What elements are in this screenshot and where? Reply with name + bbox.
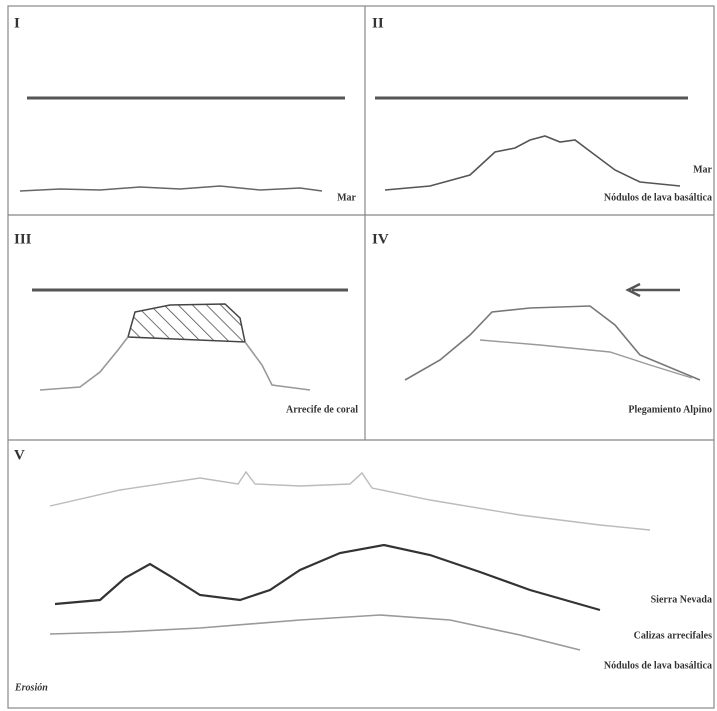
frames bbox=[7, 5, 715, 709]
ancient-profile bbox=[49, 470, 651, 531]
fold-outer bbox=[404, 305, 701, 381]
volcanic-mound bbox=[384, 135, 681, 191]
label: Nódulos de lava basáltica bbox=[604, 660, 712, 671]
label: Calizas arrecifales bbox=[634, 630, 713, 641]
sea-floor bbox=[39, 336, 311, 391]
panel-number: II bbox=[372, 15, 384, 31]
sea-floor bbox=[19, 185, 323, 192]
label: Sierra Nevada bbox=[651, 594, 712, 605]
arrow bbox=[625, 282, 680, 298]
fold-inner bbox=[479, 339, 693, 379]
outer-frame bbox=[7, 5, 715, 709]
coral-reef bbox=[127, 303, 246, 343]
panel-number: I bbox=[14, 15, 20, 31]
panel-number: III bbox=[14, 231, 32, 247]
panel-number: IV bbox=[372, 231, 389, 247]
label: Plegamiento Alpino bbox=[628, 404, 712, 415]
reef-limestone bbox=[49, 614, 581, 651]
label: Nódulos de lava basáltica bbox=[604, 192, 712, 203]
panel-number: V bbox=[14, 447, 25, 463]
label: Arrecife de coral bbox=[286, 404, 358, 415]
sierra-nevada bbox=[54, 543, 601, 612]
label: Erosión bbox=[14, 682, 48, 693]
label: Mar bbox=[693, 164, 712, 175]
label: Mar bbox=[337, 192, 356, 203]
